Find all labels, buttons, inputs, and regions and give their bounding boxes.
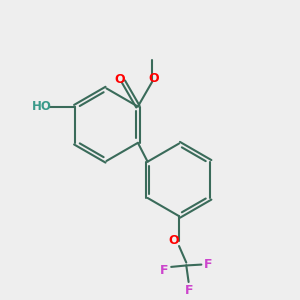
Text: F: F [160, 264, 169, 277]
Text: HO: HO [32, 100, 52, 113]
Text: O: O [169, 234, 179, 247]
Text: O: O [148, 72, 159, 85]
Text: O: O [114, 73, 125, 86]
Text: F: F [204, 257, 212, 271]
Text: F: F [185, 284, 194, 297]
